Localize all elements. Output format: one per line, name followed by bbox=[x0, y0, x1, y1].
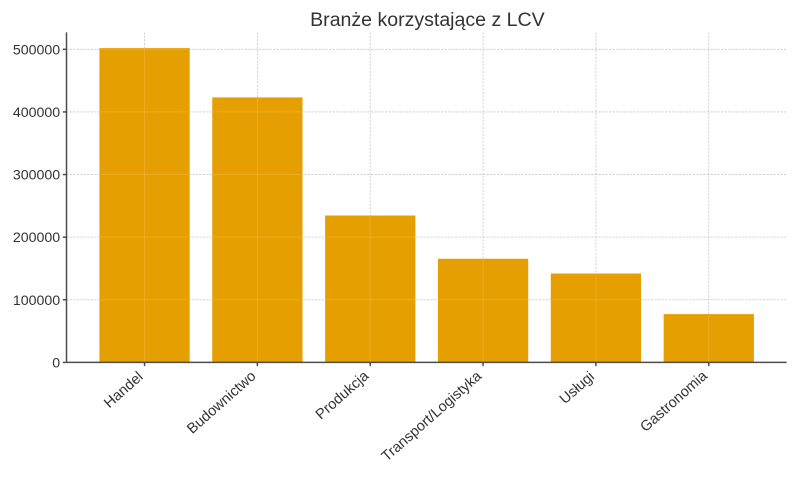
svg-text:200000: 200000 bbox=[13, 230, 60, 246]
svg-text:0: 0 bbox=[52, 355, 60, 371]
svg-text:100000: 100000 bbox=[13, 293, 60, 309]
svg-text:Branże korzystające z LCV: Branże korzystające z LCV bbox=[310, 9, 544, 31]
svg-text:500000: 500000 bbox=[13, 42, 60, 58]
svg-text:300000: 300000 bbox=[13, 168, 60, 184]
svg-text:400000: 400000 bbox=[13, 105, 60, 121]
